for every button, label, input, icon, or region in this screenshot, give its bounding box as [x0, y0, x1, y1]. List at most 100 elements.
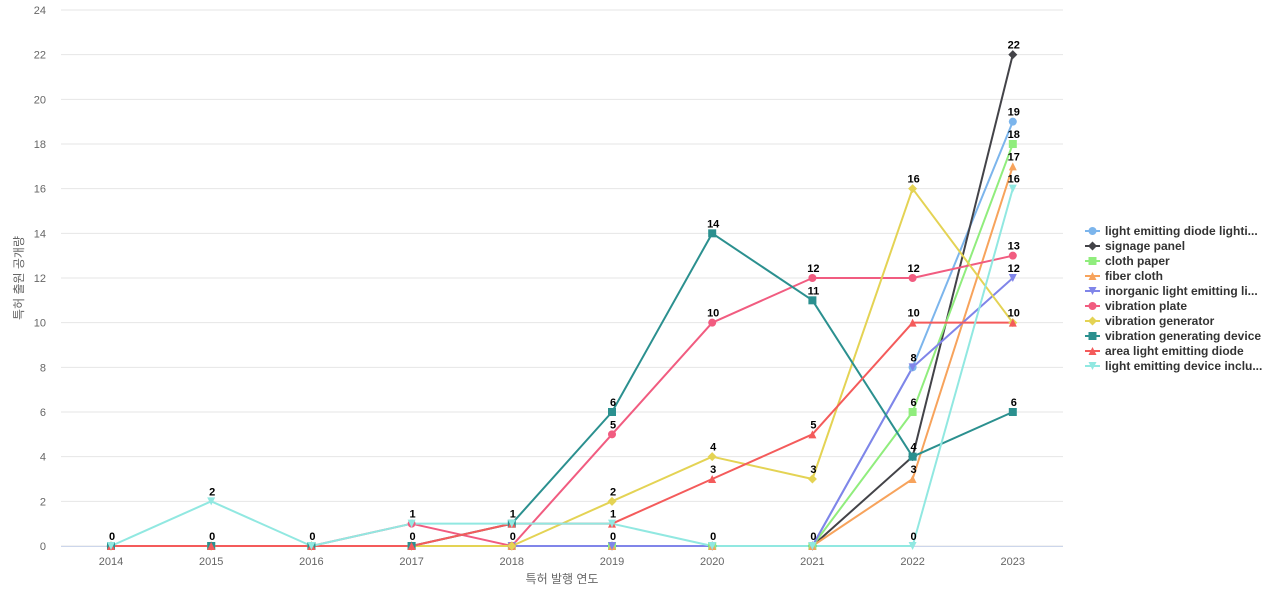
- legend-item[interactable]: vibration generating device: [1085, 329, 1261, 343]
- data-point: [808, 542, 817, 550]
- data-label: 19: [1008, 107, 1020, 119]
- legend-item[interactable]: light emitting diode lighti...: [1085, 224, 1258, 238]
- data-label: 1: [510, 509, 516, 521]
- data-point: [908, 363, 917, 372]
- data-label: 0: [209, 531, 215, 543]
- data-label: 6: [1011, 397, 1017, 409]
- data-point: [708, 229, 717, 238]
- data-point: [608, 430, 616, 439]
- data-point: [908, 184, 918, 194]
- data-point: [908, 475, 917, 483]
- series-line-1[interactable]: [110, 53, 1014, 547]
- data-point: [908, 408, 917, 416]
- data-point: [807, 474, 817, 484]
- data-point: [908, 452, 917, 461]
- series-lines: [110, 53, 1014, 547]
- legend-item[interactable]: inorganic light emitting li...: [1085, 284, 1258, 298]
- legend-marker-symbol: [1088, 347, 1097, 355]
- data-point: [908, 542, 917, 550]
- data-label: 13: [1008, 241, 1020, 253]
- series-line-0[interactable]: [110, 120, 1014, 547]
- legend-marker-symbol: [1088, 257, 1097, 265]
- legend-label: light emitting diode lighti...: [1105, 224, 1258, 238]
- x-tick-label: 2016: [299, 556, 323, 568]
- data-point: [608, 519, 616, 528]
- legend-marker-symbol: [1088, 302, 1097, 310]
- series-line-7[interactable]: [110, 232, 1014, 547]
- data-label: 8: [911, 352, 917, 364]
- series-line-2[interactable]: [110, 143, 1014, 547]
- data-point: [1008, 140, 1017, 148]
- data-point: [1008, 117, 1017, 126]
- data-label: 3: [710, 464, 716, 476]
- data-label: 10: [1008, 308, 1020, 320]
- legend-label: light emitting device inclu...: [1105, 359, 1262, 373]
- data-label: 0: [810, 531, 816, 543]
- data-point: [507, 519, 516, 528]
- x-tick-label: 2018: [500, 556, 524, 568]
- legend: light emitting diode lighti...signage pa…: [1085, 224, 1262, 373]
- data-label: 16: [907, 174, 919, 186]
- data-label: 0: [510, 531, 516, 543]
- data-point: [307, 542, 316, 550]
- legend-marker-symbol: [1088, 241, 1097, 251]
- data-point: [808, 296, 817, 305]
- data-label: 12: [907, 263, 919, 275]
- y-tick-label: 14: [34, 228, 46, 240]
- legend-label: cloth paper: [1105, 254, 1170, 268]
- legend-item[interactable]: area light emitting diode: [1085, 344, 1244, 358]
- legend-item[interactable]: vibration generator: [1085, 314, 1215, 328]
- x-tick-label: 2023: [1001, 556, 1025, 568]
- legend-item[interactable]: fiber cloth: [1085, 269, 1163, 283]
- y-tick-label: 10: [34, 318, 46, 330]
- data-point: [1008, 50, 1018, 60]
- x-tick-label: 2020: [700, 556, 724, 568]
- data-point: [608, 408, 616, 416]
- data-label: 18: [1008, 129, 1020, 141]
- data-label: 1: [410, 509, 416, 521]
- series-markers: [106, 50, 1018, 551]
- data-label: 3: [911, 464, 917, 476]
- data-label: 1: [610, 509, 616, 521]
- x-axis-title: 특허 발행 연도: [526, 571, 599, 586]
- legend-item[interactable]: vibration plate: [1085, 299, 1187, 313]
- y-tick-label: 24: [34, 5, 46, 17]
- legend-item[interactable]: cloth paper: [1085, 254, 1170, 268]
- y-tick-label: 2: [40, 496, 46, 508]
- data-label: 10: [707, 308, 719, 320]
- y-tick-label: 18: [34, 139, 46, 151]
- data-point: [107, 542, 115, 550]
- series-line-9[interactable]: [110, 187, 1014, 547]
- data-point: [708, 475, 717, 483]
- legend-label: signage panel: [1105, 239, 1185, 253]
- legend-label: vibration generating device: [1105, 329, 1261, 343]
- legend-marker-symbol: [1088, 287, 1097, 295]
- data-point: [1008, 251, 1017, 260]
- data-label: 2: [209, 486, 215, 498]
- data-label: 22: [1008, 40, 1020, 52]
- data-label: 0: [610, 531, 616, 543]
- data-label: 5: [610, 419, 616, 431]
- data-label: 0: [410, 531, 416, 543]
- data-point: [808, 430, 817, 439]
- data-label: 0: [710, 531, 716, 543]
- data-point: [1008, 408, 1017, 416]
- data-label: 12: [807, 263, 819, 275]
- legend-marker-symbol: [1088, 362, 1097, 370]
- y-tick-label: 4: [40, 452, 46, 464]
- y-tick-label: 6: [40, 407, 46, 419]
- x-tick-label: 2021: [800, 556, 824, 568]
- series-line-8[interactable]: [110, 321, 1014, 547]
- data-label: 4: [710, 442, 717, 454]
- data-label: 16: [1008, 174, 1020, 186]
- legend-item[interactable]: light emitting device inclu...: [1085, 359, 1262, 373]
- legend-marker-symbol: [1088, 272, 1097, 280]
- data-point: [808, 274, 817, 282]
- data-label: 3: [810, 464, 816, 476]
- grid-lines: [61, 9, 1063, 547]
- data-point: [908, 318, 917, 327]
- legend-item[interactable]: signage panel: [1085, 239, 1185, 253]
- y-tick-label: 20: [34, 94, 46, 106]
- x-tick-label: 2017: [399, 556, 423, 568]
